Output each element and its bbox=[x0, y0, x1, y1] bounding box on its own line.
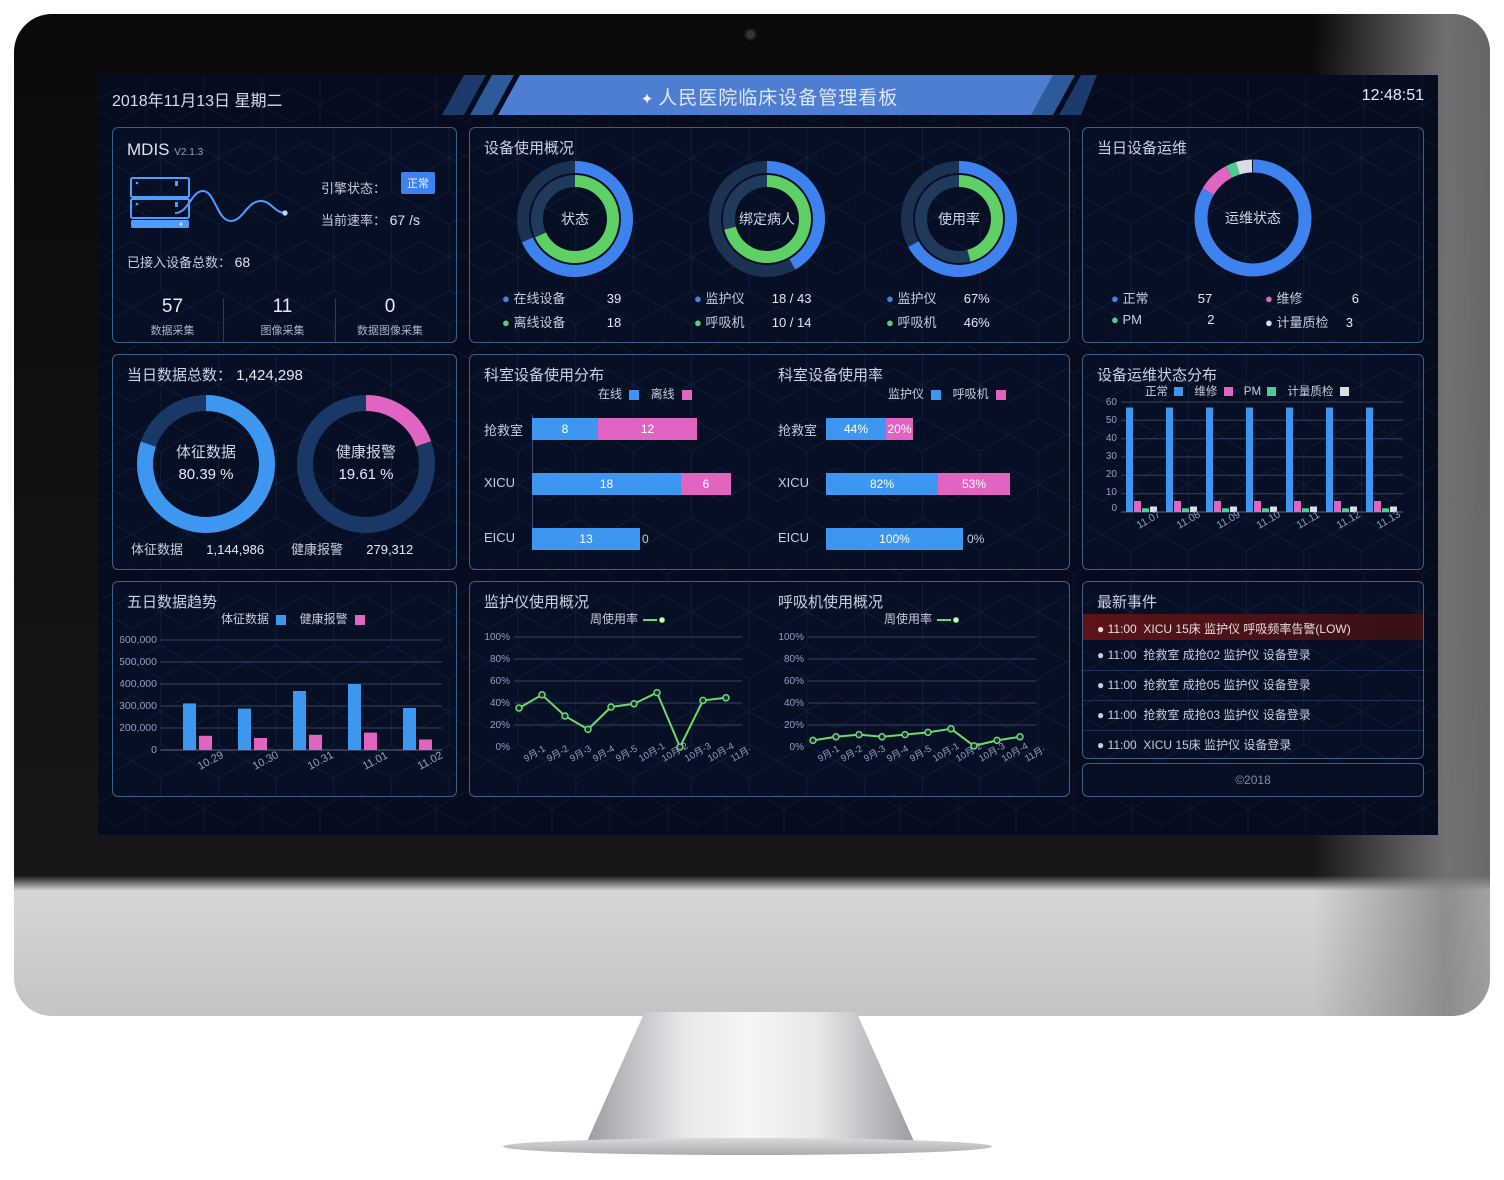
svg-text:11.02: 11.02 bbox=[416, 750, 445, 773]
svg-text:运维状态: 运维状态 bbox=[1225, 210, 1281, 226]
svg-text:500,000: 500,000 bbox=[120, 656, 157, 668]
svg-text:50: 50 bbox=[1106, 415, 1118, 426]
svg-text:300,000: 300,000 bbox=[120, 700, 157, 712]
svg-text:0: 0 bbox=[151, 744, 157, 756]
svg-text:9月-4: 9月-4 bbox=[885, 743, 911, 764]
svg-text:体征数据: 体征数据 bbox=[176, 444, 236, 461]
svg-text:使用率: 使用率 bbox=[938, 211, 980, 227]
svg-text:0%: 0% bbox=[496, 742, 511, 753]
svg-text:0: 0 bbox=[1111, 503, 1117, 514]
svg-text:100%: 100% bbox=[484, 632, 510, 643]
svg-text:40%: 40% bbox=[490, 698, 510, 709]
svg-text:80%: 80% bbox=[784, 654, 804, 665]
svg-text:9月-1: 9月-1 bbox=[816, 743, 842, 764]
svg-text:9月-2: 9月-2 bbox=[545, 743, 571, 764]
svg-text:100%: 100% bbox=[778, 632, 804, 643]
svg-text:60%: 60% bbox=[490, 676, 510, 687]
svg-text:10.31: 10.31 bbox=[306, 749, 336, 773]
svg-text:80%: 80% bbox=[490, 654, 510, 665]
svg-text:状态: 状态 bbox=[561, 211, 589, 227]
svg-text:40%: 40% bbox=[784, 698, 804, 709]
svg-text:0%: 0% bbox=[790, 742, 805, 753]
svg-text:9月-5: 9月-5 bbox=[614, 743, 640, 764]
svg-text:9月-5: 9月-5 bbox=[908, 743, 934, 764]
svg-text:20: 20 bbox=[1106, 469, 1118, 480]
svg-text:200,000: 200,000 bbox=[120, 722, 157, 734]
svg-text:40: 40 bbox=[1106, 433, 1118, 444]
svg-text:9月-1: 9月-1 bbox=[522, 743, 548, 764]
svg-text:11.01: 11.01 bbox=[361, 750, 390, 773]
svg-text:10.30: 10.30 bbox=[251, 749, 281, 773]
svg-text:600,000: 600,000 bbox=[120, 634, 157, 646]
svg-text:20%: 20% bbox=[784, 720, 804, 731]
svg-text:9月-3: 9月-3 bbox=[862, 743, 888, 764]
svg-text:9月-4: 9月-4 bbox=[591, 743, 617, 764]
svg-text:健康报警: 健康报警 bbox=[336, 444, 396, 461]
svg-text:19.61 %: 19.61 % bbox=[338, 466, 393, 483]
svg-text:60%: 60% bbox=[784, 676, 804, 687]
svg-text:400,000: 400,000 bbox=[120, 678, 157, 690]
svg-text:10: 10 bbox=[1106, 487, 1118, 498]
svg-text:60: 60 bbox=[1106, 397, 1118, 408]
svg-text:9月-3: 9月-3 bbox=[568, 743, 594, 764]
svg-text:30: 30 bbox=[1106, 451, 1118, 462]
svg-text:80.39 %: 80.39 % bbox=[178, 466, 233, 483]
svg-text:9月-2: 9月-2 bbox=[839, 743, 865, 764]
svg-text:20%: 20% bbox=[490, 720, 510, 731]
svg-text:10.29: 10.29 bbox=[196, 749, 226, 773]
svg-text:绑定病人: 绑定病人 bbox=[739, 211, 795, 227]
